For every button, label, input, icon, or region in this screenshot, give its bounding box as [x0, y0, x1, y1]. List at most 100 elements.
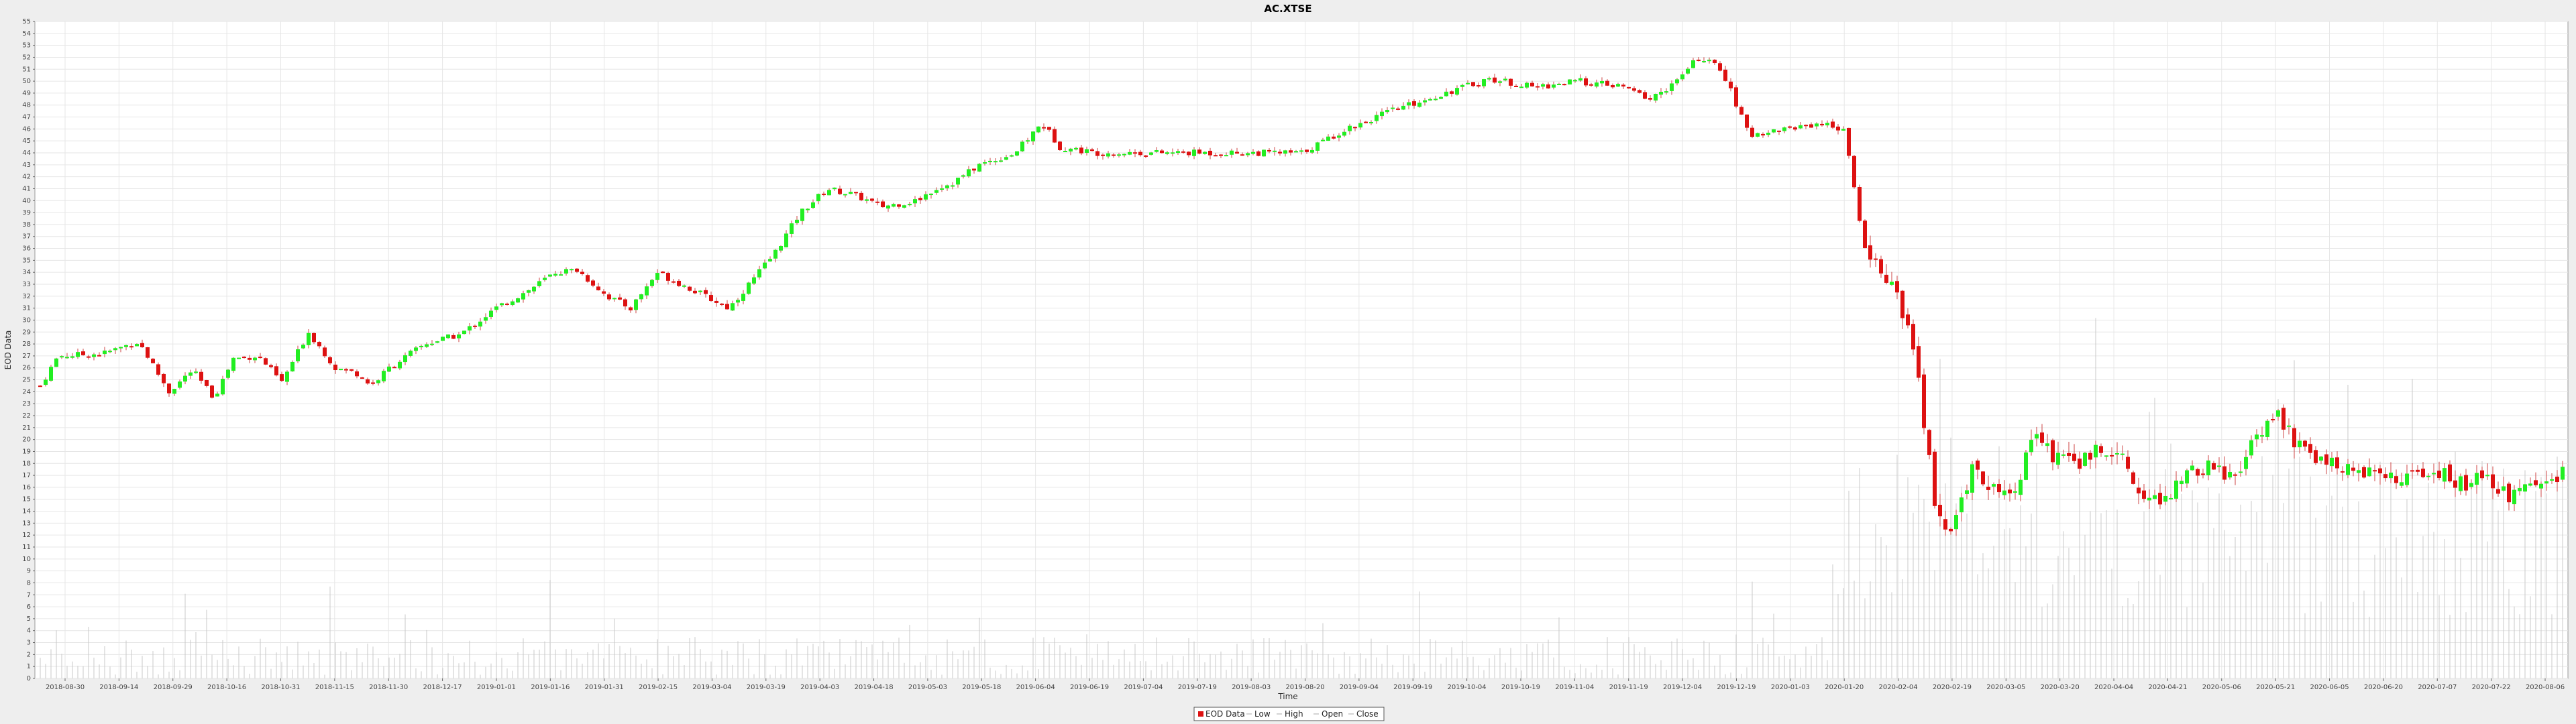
candle-body — [2523, 484, 2527, 492]
candle-body — [1729, 81, 1733, 88]
candle-body — [757, 269, 761, 278]
candle-body — [1042, 127, 1046, 129]
candle-body — [1219, 154, 1223, 156]
candle-body — [1053, 129, 1057, 143]
candle-body — [1294, 151, 1298, 153]
candle-body — [1707, 60, 1711, 62]
candle-body — [2534, 480, 2538, 485]
candle-body — [1976, 461, 1980, 470]
candle-body — [2228, 472, 2232, 478]
legend-low: Low — [1254, 709, 1271, 719]
candle-body — [1804, 125, 1808, 127]
candle-body — [1487, 78, 1491, 80]
x-tick-label: 2018-10-31 — [261, 684, 300, 691]
candle-body — [457, 334, 461, 339]
candle-body — [1514, 85, 1518, 87]
candle-body — [1654, 94, 1658, 101]
candle-body — [2072, 453, 2076, 461]
candle-body — [1010, 155, 1014, 157]
y-tick-label: 31 — [22, 305, 31, 312]
candle-body — [1584, 78, 1588, 86]
candle-body — [1820, 123, 1824, 125]
candle-body — [1917, 346, 1921, 378]
candle-body — [2271, 419, 2275, 421]
x-tick-label: 2019-01-31 — [585, 684, 624, 691]
candle-body — [183, 375, 187, 382]
candle-body — [2008, 489, 2012, 493]
candle-body — [655, 273, 659, 280]
candle-body — [1262, 149, 1266, 157]
candle-body — [2512, 489, 2516, 505]
candle-body — [1348, 125, 1352, 131]
candle-body — [859, 192, 863, 200]
candle-body — [714, 300, 718, 303]
y-tick-label: 28 — [22, 341, 31, 348]
x-tick-label: 2020-06-05 — [2310, 684, 2349, 691]
candle-body — [902, 205, 906, 208]
candle-body — [806, 208, 810, 210]
grid-lines — [35, 21, 2568, 679]
y-tick-label: 54 — [22, 30, 31, 38]
candle-body — [1133, 152, 1137, 154]
candle-body — [280, 374, 284, 381]
x-tick-label: 2019-10-19 — [1501, 684, 1540, 691]
candle-body — [339, 369, 343, 371]
y-tick-label: 3 — [27, 640, 31, 647]
y-tick-label: 10 — [22, 556, 31, 563]
candle-body — [1981, 471, 1985, 485]
candle-body — [1299, 150, 1303, 152]
candle-body — [779, 246, 783, 251]
candle-body — [548, 274, 552, 277]
candle-body — [248, 357, 252, 360]
candle-body — [1047, 127, 1051, 130]
candle-body — [1251, 152, 1255, 154]
x-tick-label: 2019-04-03 — [800, 684, 839, 691]
candle-body — [60, 356, 64, 358]
candle-body — [242, 357, 246, 359]
y-tick-label: 37 — [22, 233, 31, 241]
candle-body — [1434, 99, 1438, 101]
candle-body — [1541, 84, 1545, 87]
candle-body — [768, 259, 772, 262]
candle-body — [2099, 446, 2103, 453]
candle-body — [1278, 152, 1282, 154]
candle-body — [2373, 470, 2377, 472]
candle-body — [2421, 469, 2425, 477]
candle-body — [274, 366, 278, 375]
x-tick-label: 2018-09-29 — [154, 684, 193, 691]
candle-body — [1766, 132, 1770, 135]
candle-body — [478, 321, 482, 327]
candle-body — [2400, 482, 2404, 486]
candle-body — [419, 345, 423, 348]
candle-body — [2383, 474, 2387, 479]
y-tick-label: 1 — [27, 663, 31, 670]
candle-body — [1305, 149, 1309, 152]
candle-body — [800, 208, 804, 221]
candle-body — [865, 199, 869, 201]
candle-body — [2088, 452, 2092, 460]
candle-body — [2405, 473, 2409, 485]
candle-body — [2239, 471, 2243, 473]
candle-body — [827, 190, 831, 196]
candle-body — [2448, 464, 2452, 482]
candle-body — [1498, 81, 1502, 83]
candle-body — [1069, 148, 1073, 152]
candle-body — [688, 286, 692, 291]
y-tick-label: 29 — [22, 328, 31, 336]
candle-body — [580, 272, 584, 275]
candle-body — [1391, 107, 1395, 109]
candle-body — [1090, 149, 1094, 152]
candle-body — [1616, 84, 1620, 87]
candle-body — [988, 160, 992, 162]
legend-eod-data: EOD Data — [1205, 709, 1245, 719]
candle-body — [2180, 481, 2184, 485]
candle-body — [409, 351, 413, 356]
candle-body — [1256, 151, 1260, 156]
candle-body — [2335, 457, 2339, 469]
candle-body — [1407, 102, 1411, 106]
x-tick-label: 2019-09-04 — [1340, 684, 1379, 691]
candle-body — [392, 367, 396, 369]
candle-body — [1122, 154, 1126, 156]
candle-body — [328, 357, 332, 363]
